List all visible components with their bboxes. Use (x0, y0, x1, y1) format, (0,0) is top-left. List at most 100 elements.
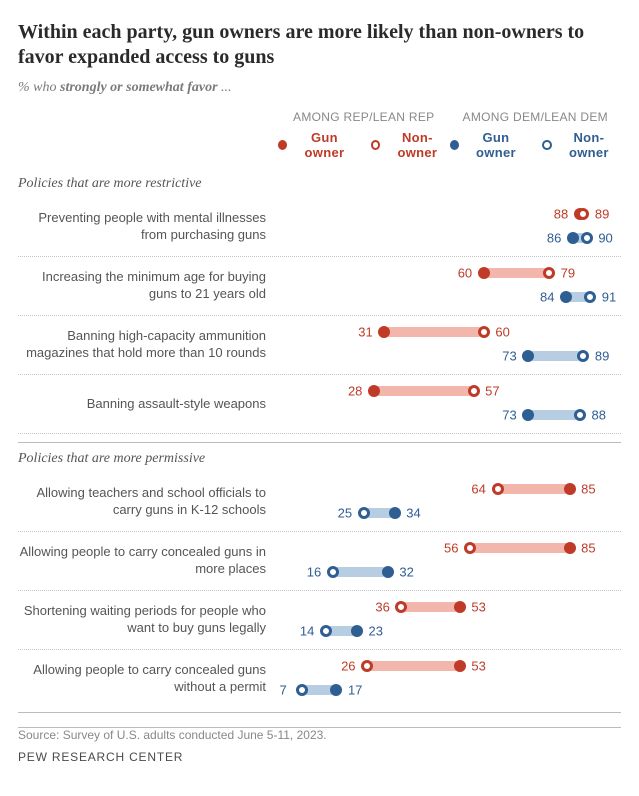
value-label: 88 (591, 408, 605, 423)
chart-row: Banning assault-style weapons28577388 (18, 375, 621, 434)
dot-icon (450, 140, 459, 150)
value-label: 56 (444, 541, 458, 556)
value-label: 90 (598, 231, 612, 246)
chart-body: Policies that are more restrictive Preven… (18, 176, 621, 713)
range-track (333, 567, 388, 577)
row-label: Allowing teachers and school officials t… (18, 485, 278, 519)
row-label: Allowing people to carry concealed guns … (18, 544, 278, 578)
legend-dem-nonowner: Non-owner (542, 130, 621, 160)
value-label: 26 (341, 659, 355, 674)
owner-point (567, 232, 579, 244)
value-label: 89 (595, 349, 609, 364)
range-track (384, 327, 483, 337)
dot-open-icon (542, 140, 551, 150)
value-label: 91 (602, 290, 616, 305)
nonowner-point (464, 542, 476, 554)
chart-row: Preventing people with mental illnesses … (18, 198, 621, 257)
value-label: 7 (280, 683, 287, 698)
value-label: 57 (485, 384, 499, 399)
owner-point (522, 409, 534, 421)
value-label: 73 (502, 349, 516, 364)
legend-headers: AMONG REP/LEAN REP AMONG DEM/LEAN DEM (18, 110, 621, 124)
row-plot: 88898690 (278, 202, 621, 252)
nonowner-point (577, 208, 589, 220)
nonowner-point (361, 660, 373, 672)
value-label: 25 (338, 506, 352, 521)
chart-row: Allowing teachers and school officials t… (18, 473, 621, 532)
nonowner-point (577, 350, 589, 362)
row-label: Allowing people to carry concealed guns … (18, 662, 278, 696)
owner-point (560, 291, 572, 303)
row-plot: 31 60 73 89 (278, 320, 621, 370)
row-label: Increasing the minimum age for buying gu… (18, 269, 278, 303)
nonowner-point (296, 684, 308, 696)
legend-dem-owner: Gun owner (450, 130, 529, 160)
chart-title: Within each party, gun owners are more l… (18, 20, 621, 70)
owner-point (454, 601, 466, 613)
owner-point (330, 684, 342, 696)
subtitle-prefix: % who (18, 80, 60, 95)
legend-rep-header: AMONG REP/LEAN REP (278, 110, 450, 124)
chart-row: Increasing the minimum age for buying gu… (18, 257, 621, 316)
dot-open-icon (371, 140, 380, 150)
chart-row: Banning high-capacity ammunition magazin… (18, 316, 621, 375)
row-plot: 85643425 (278, 477, 621, 527)
nonowner-point (574, 409, 586, 421)
row-label: Banning assault-style weapons (18, 396, 278, 413)
range-track (401, 602, 459, 612)
nonowner-point (320, 625, 332, 637)
row-label: Shortening waiting periods for people wh… (18, 603, 278, 637)
value-label: 84 (540, 290, 554, 305)
nonowner-point (584, 291, 596, 303)
value-label: 36 (375, 600, 389, 615)
value-label: 60 (458, 266, 472, 281)
value-label: 53 (471, 600, 485, 615)
row-plot: 53362314 (278, 595, 621, 645)
nonowner-point (492, 483, 504, 495)
nonowner-point (543, 267, 555, 279)
row-plot: 28577388 (278, 379, 621, 429)
section-heading: Policies that are more permissive (18, 442, 621, 467)
owner-point (478, 267, 490, 279)
owner-point (389, 507, 401, 519)
value-label: 86 (547, 231, 561, 246)
owner-point (368, 385, 380, 397)
value-label: 16 (307, 565, 321, 580)
chart-subtitle: % who strongly or somewhat favor ... (18, 80, 621, 96)
row-label: Preventing people with mental illnesses … (18, 210, 278, 244)
owner-point (378, 326, 390, 338)
value-label: 88 (554, 207, 568, 222)
range-track (498, 484, 570, 494)
owner-point (564, 483, 576, 495)
value-label: 34 (406, 506, 420, 521)
owner-point (522, 350, 534, 362)
owner-point (454, 660, 466, 672)
value-label: 64 (471, 482, 485, 497)
owner-point (564, 542, 576, 554)
row-plot: 5326177 (278, 654, 621, 704)
legend-dem-header: AMONG DEM/LEAN DEM (450, 110, 622, 124)
value-label: 85 (581, 541, 595, 556)
source-note: Source: Survey of U.S. adults conducted … (18, 727, 621, 742)
legend-rep-owner: Gun owner (278, 130, 357, 160)
row-plot: 60 79 84 91 (278, 261, 621, 311)
chart-row: Allowing people to carry concealed guns … (18, 650, 621, 708)
nonowner-point (395, 601, 407, 613)
chart-row: Shortening waiting periods for people wh… (18, 591, 621, 650)
legend-rep-nonowner: Non-owner (371, 130, 450, 160)
value-label: 60 (495, 325, 509, 340)
value-label: 73 (502, 408, 516, 423)
range-track (367, 661, 460, 671)
subtitle-strong: strongly or somewhat favor (60, 80, 218, 95)
value-label: 31 (358, 325, 372, 340)
section-heading: Policies that are more restrictive (18, 176, 621, 192)
value-label: 53 (471, 659, 485, 674)
value-label: 79 (561, 266, 575, 281)
nonowner-point (358, 507, 370, 519)
chart-row: Allowing people to carry concealed guns … (18, 532, 621, 591)
range-track (374, 386, 473, 396)
dot-icon (278, 140, 287, 150)
legend-items: Gun owner Non-owner Gun owner Non-owner (18, 130, 621, 160)
range-track (528, 410, 579, 420)
row-label: Banning high-capacity ammunition magazin… (18, 328, 278, 362)
